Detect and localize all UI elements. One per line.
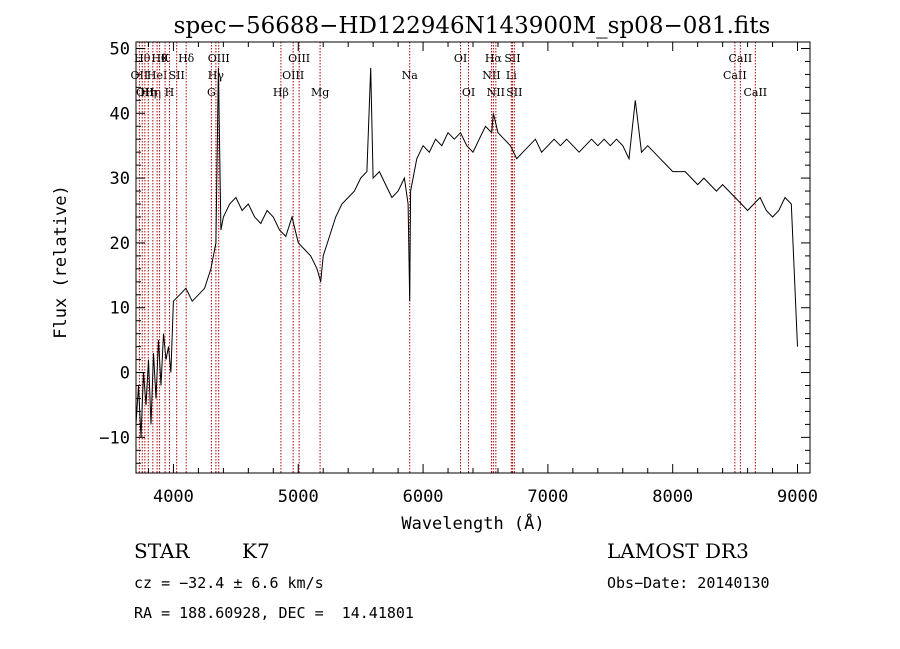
line-label: SII (169, 69, 185, 82)
emission-line-markers: OIIHθOIIHηHηHeIHθKHSIIHδGHγOIIIHβOIIIOII… (131, 42, 767, 473)
line-label: Hα (485, 52, 503, 65)
x-tick-label: 8000 (652, 487, 693, 507)
line-label: Hβ (273, 86, 289, 99)
line-label: NII (487, 86, 505, 99)
line-label: OIII (208, 52, 230, 65)
line-label: OIII (282, 69, 304, 82)
line-label: SII (506, 86, 522, 99)
line-label: Hη (145, 86, 161, 99)
line-label: OIII (288, 52, 310, 65)
object-class: STAR (134, 539, 190, 563)
line-label: K (161, 52, 170, 65)
obs-date-text: Obs−Date: 20140130 (607, 574, 770, 592)
line-label: SII (504, 52, 520, 65)
line-label: Li (506, 69, 517, 82)
line-label: Mg (311, 86, 329, 99)
line-label: H (165, 86, 175, 99)
x-tick-label: 5000 (278, 487, 319, 507)
line-label: Hθ (151, 52, 168, 65)
line-label: Hδ (178, 52, 195, 65)
x-tick-label: 6000 (403, 487, 444, 507)
object-subclass: K7 (242, 539, 270, 563)
y-axis-label: Flux (relative) (51, 185, 71, 339)
line-label: CaII (729, 52, 753, 65)
line-label: OI (462, 86, 475, 99)
line-label: G (207, 86, 216, 99)
line-label: OII (131, 69, 149, 82)
y-tick-label: 10 (110, 299, 130, 319)
survey-name: LAMOST DR3 (607, 539, 749, 563)
spectrum-line (135, 67, 798, 438)
line-label: HeI (147, 69, 167, 82)
line-label: CaII (723, 69, 747, 82)
y-tick-label: 40 (110, 104, 130, 124)
line-label: NII (482, 69, 500, 82)
line-label: Na (402, 69, 419, 82)
y-tick-label: 30 (110, 169, 130, 189)
chart-title: spec−56688−HD122946N143900M_sp08−081.fit… (174, 13, 771, 39)
x-tick-label: 4000 (153, 487, 194, 507)
y-tick-label: 0 (120, 364, 130, 384)
line-label: CaII (743, 86, 767, 99)
line-label: OII (136, 86, 154, 99)
x-axis-label: Wavelength (Å) (401, 512, 544, 534)
x-tick-label: 9000 (777, 487, 818, 507)
x-tick-label: 7000 (527, 487, 568, 507)
line-label: Hη (140, 86, 156, 99)
axes: 4000 5000 6000 7000 8000 9000 −10 0 10 20 30 40 50 (99, 39, 818, 507)
plot-frame (135, 41, 811, 474)
y-tick-label: 50 (110, 39, 130, 59)
y-tick-label: −10 (99, 428, 130, 448)
line-label: OI (454, 52, 467, 65)
line-label: Hγ (208, 69, 225, 82)
spectrum-series (135, 67, 798, 438)
y-tick-label: 20 (110, 234, 130, 254)
coordinates-text: RA = 188.60928, DEC = 14.41801 (134, 604, 414, 622)
redshift-text: cz = −32.4 ± 6.6 km/s (134, 574, 324, 592)
